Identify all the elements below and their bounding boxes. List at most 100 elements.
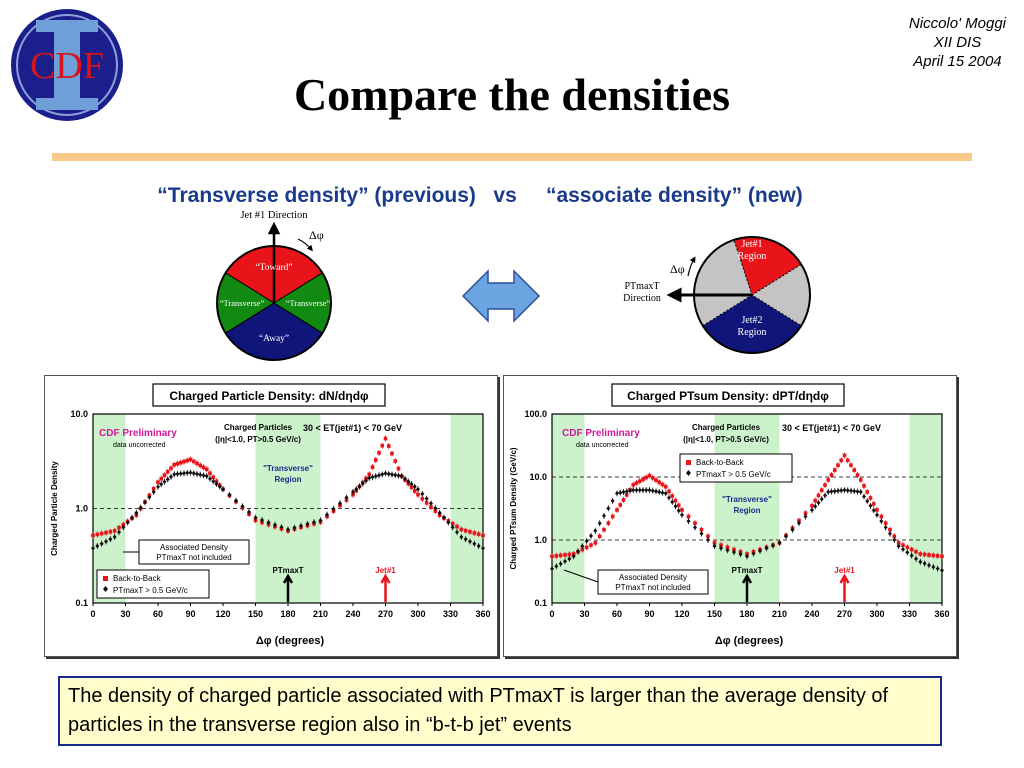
- x-tick-label: 360: [934, 609, 949, 619]
- away-label: “Away”: [258, 334, 290, 344]
- data-point: [459, 527, 464, 532]
- data-point: [819, 488, 824, 493]
- data-point: [393, 472, 398, 478]
- data-point: [143, 500, 147, 505]
- data-point: [396, 466, 401, 471]
- data-point: [390, 472, 394, 477]
- data-point: [420, 496, 425, 501]
- legend-marker: [686, 470, 691, 476]
- data-point: [221, 486, 225, 492]
- data-point: [305, 521, 310, 527]
- data-point: [211, 479, 216, 484]
- data-point: [606, 521, 611, 525]
- data-point: [550, 554, 554, 559]
- data-point: [204, 467, 209, 472]
- dphi-label-right: Δφ: [670, 262, 685, 276]
- data-point: [663, 491, 668, 496]
- y-tick-label: 10.0: [529, 472, 547, 482]
- x-tick-label: 90: [185, 609, 195, 619]
- data-point: [621, 489, 626, 495]
- data-point: [403, 476, 407, 482]
- data-point: [871, 502, 876, 506]
- data-point: [862, 484, 866, 488]
- data-point: [437, 510, 442, 516]
- data-point: [597, 534, 602, 539]
- data-point: [745, 554, 749, 559]
- region-diagrams: [216, 221, 811, 361]
- data-point: [931, 553, 936, 558]
- data-point: [621, 498, 626, 502]
- data-point: [396, 473, 401, 478]
- slide-title: Compare the densities: [293, 69, 731, 120]
- data-point: [784, 533, 788, 539]
- jet1-marker-arrow: [380, 573, 391, 602]
- compare-double-arrow: [461, 269, 541, 323]
- data-point: [468, 530, 472, 534]
- data-point: [693, 521, 697, 525]
- data-point: [162, 473, 167, 478]
- data-point: [826, 478, 831, 482]
- associated-density-label: PTmaxT not included: [615, 583, 690, 592]
- data-point: [563, 559, 567, 564]
- transverse-band-1: [714, 414, 780, 603]
- presentation-date: April 15 2004: [913, 53, 1002, 70]
- data-point: [589, 543, 593, 547]
- associated-density-label: PTmaxT not included: [156, 553, 231, 562]
- data-point: [104, 539, 108, 544]
- data-point: [803, 511, 808, 515]
- data-point: [380, 443, 385, 448]
- data-point: [868, 503, 873, 509]
- data-point: [816, 493, 821, 498]
- x-tick-label: 360: [475, 609, 490, 619]
- data-point: [738, 552, 743, 557]
- data-point: [416, 486, 420, 492]
- data-point: [121, 524, 126, 530]
- x-tick-label: 270: [378, 609, 393, 619]
- data-point: [558, 561, 563, 567]
- data-point: [650, 488, 655, 494]
- x-tick-label: 0: [549, 609, 554, 619]
- data-point: [424, 496, 429, 501]
- data-point: [175, 461, 180, 466]
- ptmaxt-direction-label: PTmaxT Direction: [623, 281, 661, 304]
- x-tick-label: 120: [215, 609, 230, 619]
- data-point: [615, 508, 619, 512]
- data-point: [331, 506, 336, 512]
- data-point: [234, 498, 238, 503]
- data-point: [130, 515, 134, 520]
- data-point: [214, 481, 219, 487]
- ptsum-chart-right: 100.0 10.0 1.0 0.10 30 60 90 120 150 180 210 240 270…: [503, 375, 957, 657]
- data-point: [584, 538, 589, 544]
- data-point: [832, 468, 837, 472]
- jet1-marker-arrow: [839, 573, 850, 602]
- data-point: [641, 487, 645, 493]
- data-point: [927, 553, 931, 557]
- data-point: [845, 458, 850, 463]
- data-point: [351, 489, 355, 495]
- data-point: [624, 489, 629, 494]
- data-point: [589, 533, 593, 539]
- data-point: [883, 521, 888, 525]
- data-point: [481, 533, 485, 538]
- y-axis-label: Charged PTsum Density (GeV/c): [509, 447, 518, 569]
- data-point: [563, 553, 567, 557]
- jet1-direction-label: Jet #1 Direction: [240, 210, 308, 221]
- data-point: [670, 494, 675, 498]
- data-point: [253, 515, 258, 520]
- right-region-diagram: [666, 236, 811, 354]
- data-point: [839, 458, 844, 463]
- data-point: [810, 507, 814, 513]
- data-point: [195, 461, 199, 466]
- data-point: [922, 552, 927, 557]
- ptmaxt-marker-arrow: [282, 573, 294, 602]
- data-point: [892, 534, 897, 539]
- x-tick-label: 210: [772, 609, 787, 619]
- data-point: [211, 475, 216, 480]
- data-point: [637, 479, 642, 483]
- data-point: [842, 453, 847, 458]
- ptmaxt-marker-arrow: [741, 573, 753, 602]
- data-point: [875, 512, 879, 518]
- data-point: [836, 488, 840, 494]
- data-point: [584, 545, 589, 550]
- x-tick-label: 120: [674, 609, 689, 619]
